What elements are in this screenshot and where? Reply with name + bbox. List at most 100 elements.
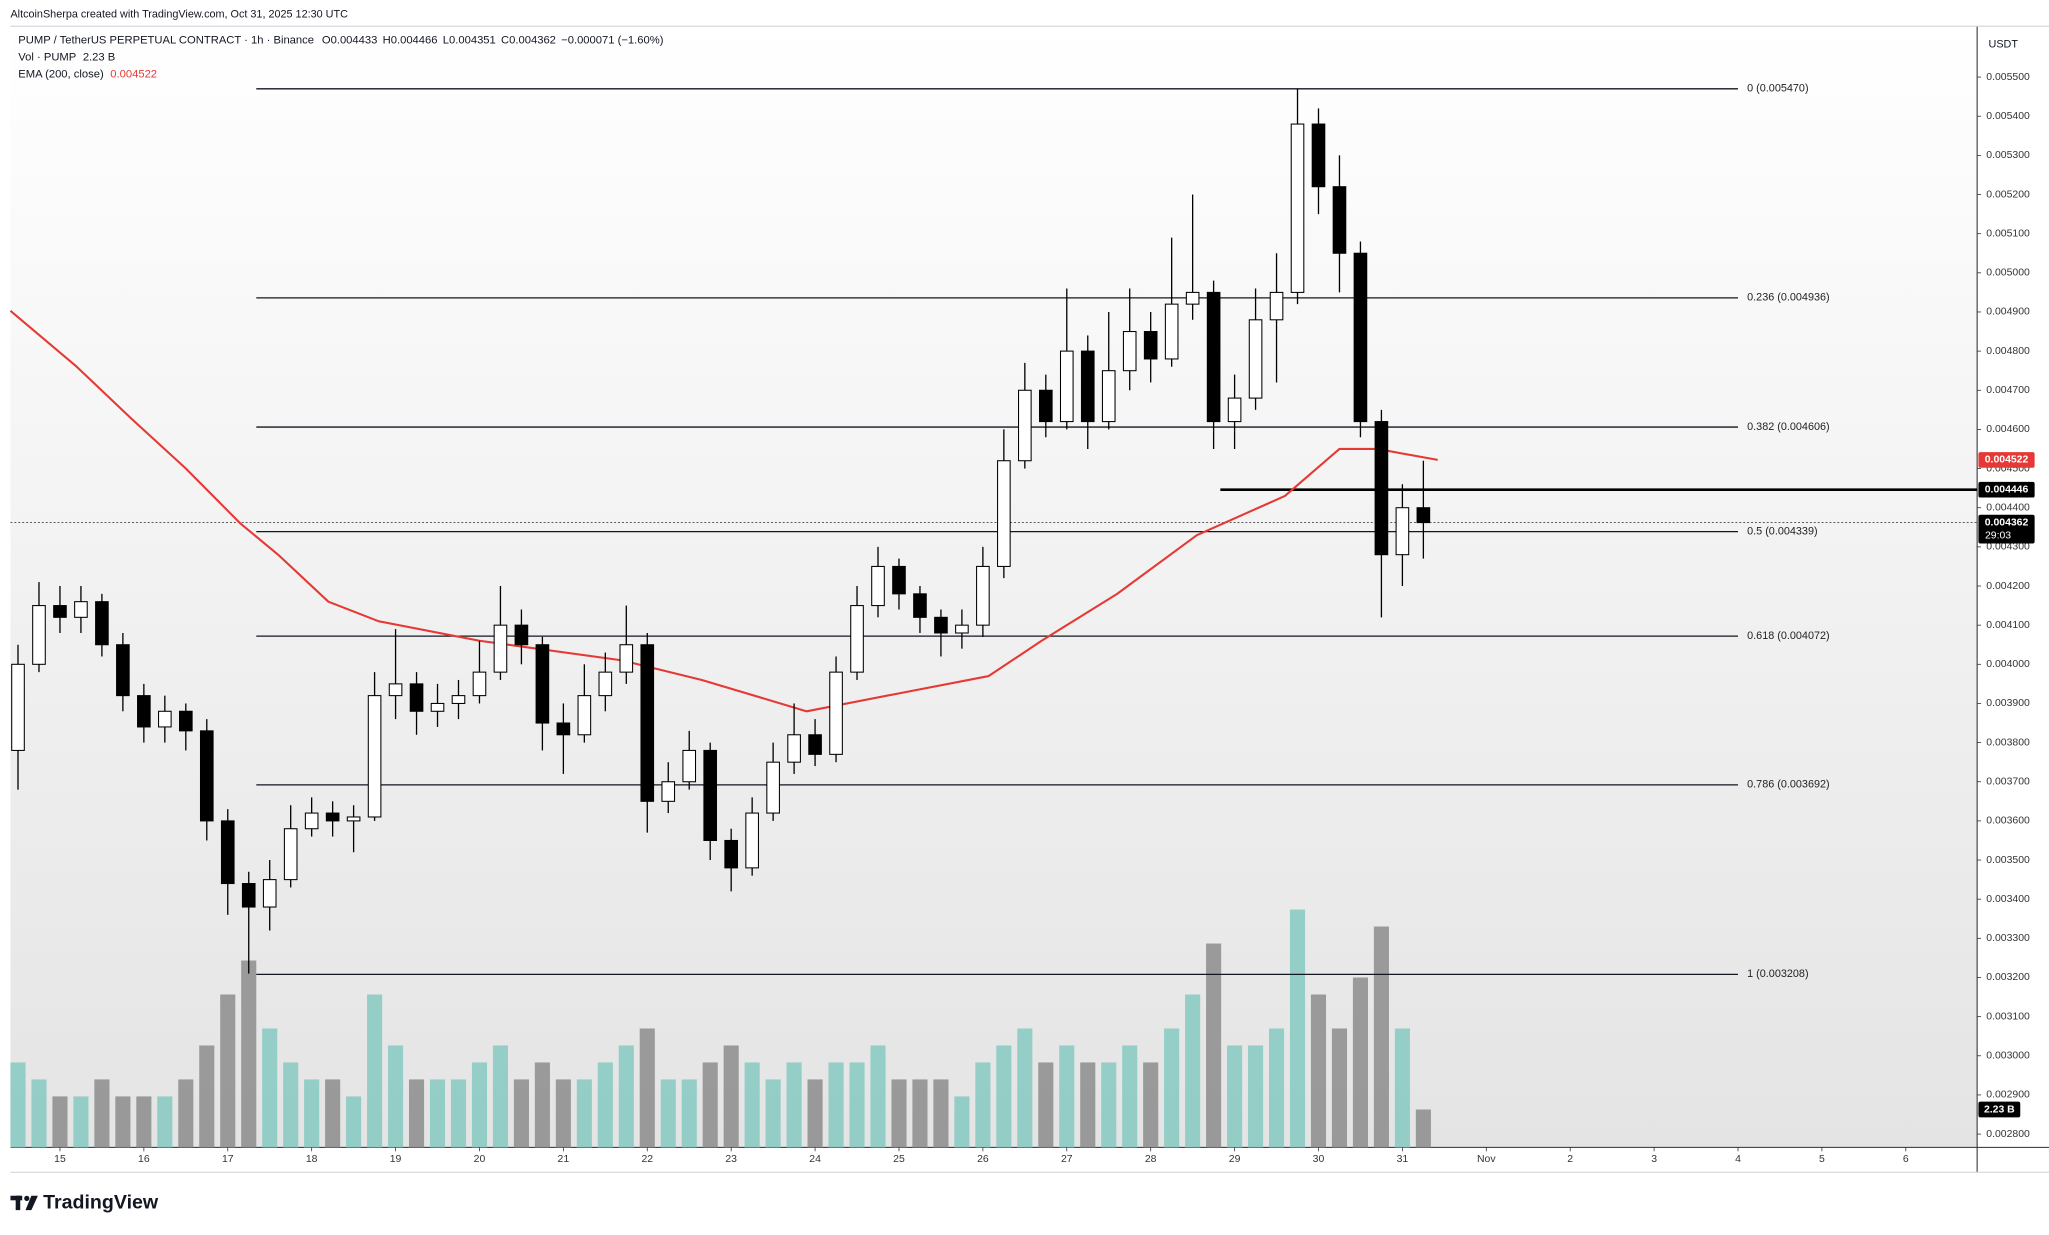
candle-body (178, 710, 193, 732)
fib-label: 0.382 (0.004606) (1747, 421, 1829, 433)
volume-bar (408, 1079, 425, 1148)
candle-body (850, 605, 864, 673)
volume-bar (1394, 1028, 1410, 1148)
x-tick-label: 5 (1819, 1154, 1825, 1165)
candle-body (1143, 331, 1158, 360)
volume-bar (1164, 1028, 1180, 1148)
volume-bar (199, 1045, 215, 1148)
volume-bar (744, 1062, 760, 1148)
fib-label: 1 (0.003208) (1747, 968, 1808, 980)
y-tick-label: 0.005200 (1986, 189, 2030, 200)
volume-bar (304, 1079, 320, 1148)
y-tick-label: 0.005300 (1986, 150, 2030, 161)
volume-bar (954, 1096, 970, 1148)
candle-body (283, 828, 298, 881)
candle-body (1059, 350, 1074, 423)
candle-body (451, 695, 466, 704)
volume-bar (1038, 1062, 1054, 1148)
legend-volume-name: Vol · PUMP (18, 52, 76, 64)
volume-bar (576, 1079, 592, 1148)
candle-body (199, 730, 214, 822)
volume-bar (1289, 909, 1306, 1148)
volume-bar (534, 1062, 550, 1148)
candle-body (158, 710, 172, 728)
candle-body (682, 749, 697, 783)
x-tick-label: 17 (222, 1154, 234, 1165)
fib-label: 0.618 (0.004072) (1747, 630, 1829, 642)
x-tick-label: 21 (558, 1154, 570, 1165)
y-tick-label: 0.003400 (1986, 894, 2030, 905)
legend-ohlc: H0.004466 (383, 35, 438, 47)
candle-body (262, 879, 277, 908)
last-price-badge-label: 0.004362 (1985, 517, 2029, 528)
x-tick-label: 3 (1651, 1154, 1657, 1165)
candle-body (1353, 252, 1368, 423)
volume-bar (492, 1045, 508, 1148)
volume-bar (1415, 1109, 1431, 1148)
volume-bar (429, 1079, 446, 1148)
volume-bar (1122, 1045, 1138, 1148)
candle-body (997, 460, 1011, 567)
candle-body (32, 605, 46, 665)
candle-body (535, 644, 550, 724)
y-tick-label: 0.004300 (1986, 542, 2030, 553)
ema-line (9, 310, 1438, 713)
volume-badge (1978, 1101, 2021, 1118)
legend-ema-value: 0.004522 (110, 69, 157, 81)
volume-bar (450, 1079, 467, 1148)
legend-layer: PUMP / TetherUS PERPETUAL CONTRACT · 1h … (18, 35, 663, 81)
candle-body (640, 644, 655, 802)
volume-bar (660, 1079, 676, 1148)
volume-bar (178, 1079, 194, 1148)
y-tick-label: 0.004900 (1986, 307, 2030, 318)
volume-bar (1143, 1062, 1159, 1148)
volume-bar (1373, 926, 1389, 1148)
volume-bar (681, 1079, 697, 1148)
candle-body (1311, 123, 1326, 188)
volume-bar (73, 1096, 89, 1148)
volume-bar (346, 1096, 362, 1148)
candle-body (95, 601, 109, 646)
x-tick-label: 30 (1313, 1154, 1325, 1165)
y-tick-label: 0.004400 (1986, 502, 2030, 513)
tradingview-logo (10, 1195, 38, 1211)
y-tick-label: 0.002900 (1986, 1090, 2030, 1101)
volume-bar (849, 1062, 865, 1148)
y-tick-label: 0.003900 (1986, 698, 2030, 709)
fib-label: 0.786 (0.003692) (1747, 779, 1829, 791)
legend-ohlc: −0.000071 (−1.60%) (561, 35, 664, 47)
volume-bar (1310, 994, 1327, 1148)
candle-body (724, 839, 738, 869)
y-tick-label: 0.003300 (1986, 933, 2030, 944)
axis-layer: 0.002800 0.002900 0.003000 0.003100 0.003200… (54, 72, 2035, 1165)
volume-bar (1248, 1045, 1264, 1148)
volume-badge-label: 2.23 B (1984, 1104, 2015, 1115)
candle-body (1248, 319, 1263, 399)
volume-bar (702, 1062, 718, 1148)
candle-body (703, 749, 718, 841)
y-tick-label: 0.004200 (1986, 581, 2030, 592)
x-tick-label: 27 (1061, 1154, 1073, 1165)
fib-label: 0.236 (0.004936) (1747, 292, 1829, 304)
currency-label: USDT (1989, 38, 2019, 50)
x-tick-label: 26 (977, 1154, 989, 1165)
candle-body (1332, 186, 1347, 254)
candle-body (367, 695, 382, 818)
volume-bar (1017, 1028, 1033, 1148)
volume-bar (1185, 994, 1201, 1148)
x-tick-label: 4 (1735, 1154, 1741, 1165)
x-tick-label: 15 (54, 1154, 66, 1165)
y-tick-label: 0.003000 (1986, 1051, 2030, 1062)
y-tick-label: 0.004000 (1986, 659, 2030, 670)
y-tick-label: 0.004500 (1986, 463, 2030, 474)
x-tick-label: 19 (390, 1154, 402, 1165)
volume-bar (1101, 1062, 1117, 1148)
candle-body (53, 605, 67, 618)
candle-body (116, 644, 130, 697)
volume-layer (10, 909, 1431, 1148)
legend-ohlc: L0.004351 (443, 35, 496, 47)
hline-badge (1978, 481, 2035, 498)
candle-body (1038, 389, 1053, 423)
x-tick-label: Nov (1477, 1154, 1496, 1165)
